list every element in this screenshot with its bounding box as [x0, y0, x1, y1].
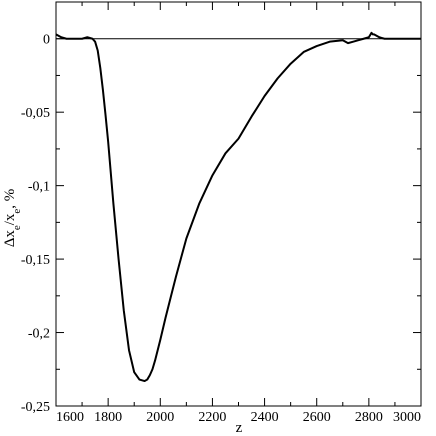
y-tick-label: -0,25: [21, 400, 50, 415]
x-tick-label: 3000: [393, 410, 421, 425]
x-tick-label: 1800: [94, 410, 122, 425]
y-tick-label: -0,2: [28, 327, 50, 342]
y-axis-title: Δxe/xe, %: [2, 189, 23, 248]
y-tick-label: -0,05: [21, 106, 50, 121]
y-tick-label: 0: [43, 33, 50, 48]
x-tick-label: 1600: [56, 410, 84, 425]
x-tick-label: 2400: [251, 410, 279, 425]
plot-frame: [55, 1, 422, 407]
y-tick-label: -0,1: [28, 180, 50, 195]
x-tick-label: 2200: [198, 410, 226, 425]
y-tick-label: -0,15: [21, 253, 50, 268]
series-line-0: [55, 31, 421, 383]
x-tick-label: 2800: [355, 410, 383, 425]
x-axis-title: z: [236, 420, 243, 436]
x-tick-label: 2600: [303, 410, 331, 425]
x-tick-label: 2000: [146, 410, 174, 425]
